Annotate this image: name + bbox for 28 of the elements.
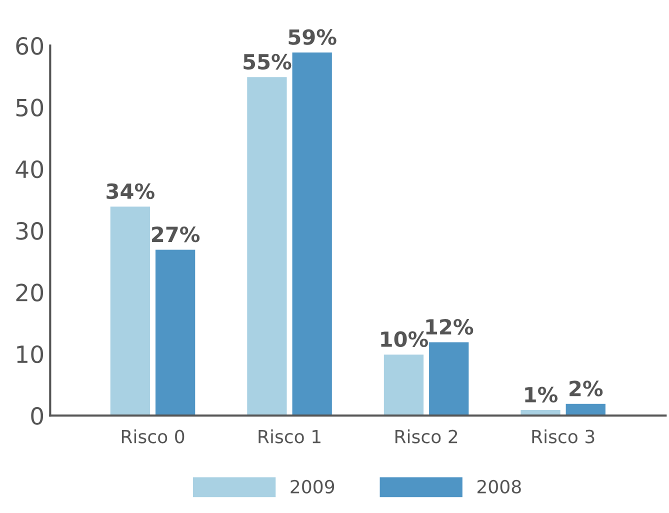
y-tick-label: 60 — [16, 37, 44, 55]
bar — [108, 205, 152, 416]
y-tick-label: 20 — [16, 284, 44, 302]
legend-label: 2009 — [290, 480, 334, 494]
data-label: 55% — [244, 54, 292, 70]
data-label: 27% — [152, 226, 200, 242]
data-label: 1% — [525, 386, 558, 403]
bar — [428, 340, 470, 416]
data-label: 10% — [381, 331, 428, 348]
data-label: 2% — [570, 380, 603, 396]
y-tick-label: 50 — [16, 98, 44, 117]
bar — [564, 402, 607, 416]
x-tick-label: Risco 1 — [258, 429, 320, 444]
x-tick-label: Risco 3 — [532, 429, 594, 444]
y-tick-label: 40 — [16, 160, 44, 178]
data-label: 59% — [288, 29, 336, 45]
bar — [290, 51, 334, 416]
bar — [154, 248, 197, 416]
bar — [382, 353, 425, 416]
bar — [246, 76, 288, 416]
x-tick-label: Risco 2 — [395, 429, 458, 444]
x-tick-label: Risco 0 — [122, 429, 184, 444]
y-tick-label: 0 — [31, 406, 44, 425]
data-label: 34% — [106, 183, 154, 200]
y-tick-label: 10 — [17, 345, 44, 364]
y-tick-label: 30 — [16, 222, 44, 240]
legend-label: 2008 — [478, 480, 521, 494]
data-label: 12% — [426, 318, 474, 335]
